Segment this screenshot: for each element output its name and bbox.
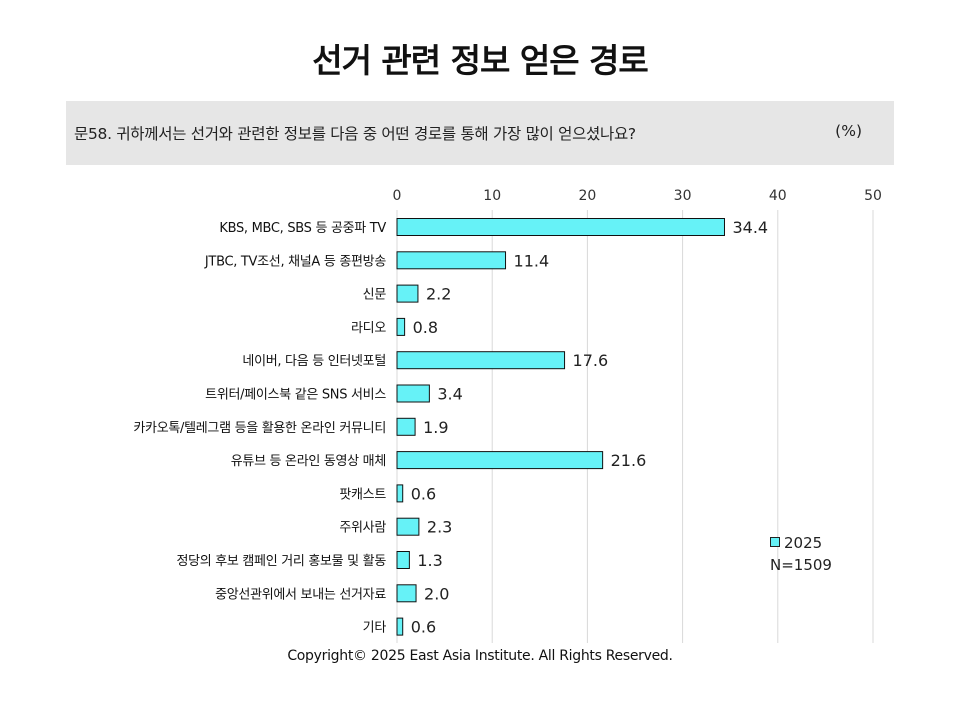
bar xyxy=(396,317,406,336)
bar xyxy=(396,284,419,303)
bar xyxy=(396,517,420,536)
bar xyxy=(396,484,404,503)
data-label: 1.3 xyxy=(417,551,442,570)
sample-size: N=1509 xyxy=(770,556,832,574)
bar xyxy=(396,417,416,436)
category-label: 팟캐스트 xyxy=(339,487,386,502)
category-label: 라디오 xyxy=(351,321,386,336)
data-label: 0.6 xyxy=(411,484,436,503)
category-label: 정당의 후보 캠페인 거리 홍보물 및 활동 xyxy=(176,554,386,569)
bar xyxy=(396,451,604,470)
value-labels: 34.4 11.4 2.2 0.8 17.6 3.4 1.9 21.6 0.6 2.3 1.3 2.0… xyxy=(411,218,768,637)
legend-series-label: 2025 xyxy=(784,534,823,552)
legend: 2025 N=1509 xyxy=(770,532,832,576)
data-label: 2.0 xyxy=(424,584,449,603)
category-label: 신문 xyxy=(363,288,387,303)
category-label: 네이버, 다음 등 인터넷포털 xyxy=(242,354,386,369)
bar xyxy=(396,218,725,236)
bar xyxy=(396,251,507,270)
x-tick-label: 40 xyxy=(769,188,787,204)
bar xyxy=(396,584,417,603)
category-labels: KBS, MBC, SBS 등 공중파 TV JTBC, TV조선, 채널A 등 … xyxy=(133,221,386,636)
data-label: 0.8 xyxy=(413,318,438,337)
chart-title: 선거 관련 정보 얻은 경로 xyxy=(312,41,649,80)
category-label: KBS, MBC, SBS 등 공중파 TV xyxy=(219,221,386,236)
copyright-footer: Copyright© 2025 East Asia Institute. All… xyxy=(287,648,673,664)
x-tick-label: 0 xyxy=(393,188,402,204)
data-label: 1.9 xyxy=(423,418,448,437)
data-label: 17.6 xyxy=(573,351,609,370)
category-label: 유튜브 등 온라인 동영상 매체 xyxy=(231,454,386,469)
bar xyxy=(396,351,566,370)
x-tick-label: 50 xyxy=(864,188,882,204)
unit-label: (%) xyxy=(835,122,862,140)
category-label: 기타 xyxy=(363,621,387,636)
question-box: 문58. 귀하께서는 선거와 관련한 정보를 다음 중 어떤 경로를 통해 가장… xyxy=(66,101,894,165)
data-label: 34.4 xyxy=(732,218,768,237)
x-tick-label: 20 xyxy=(578,188,596,204)
bar xyxy=(396,384,430,403)
bar xyxy=(396,551,410,569)
legend-item: 2025 xyxy=(770,532,832,554)
category-label: 트위터/페이스북 같은 SNS 서비스 xyxy=(205,388,386,403)
x-axis-ticks: 0 10 20 30 40 50 xyxy=(393,188,882,204)
category-label: JTBC, TV조선, 채널A 등 종편방송 xyxy=(204,254,386,269)
legend-swatch xyxy=(770,536,780,547)
data-label: 2.2 xyxy=(426,285,451,304)
data-label: 2.3 xyxy=(427,518,452,537)
gridlines xyxy=(396,210,874,643)
x-tick-label: 10 xyxy=(483,188,501,204)
data-label: 3.4 xyxy=(437,385,462,404)
category-label: 주위사람 xyxy=(339,521,386,536)
bar xyxy=(396,617,404,636)
category-label: 카카오톡/텔레그램 등을 활용한 온라인 커뮤니티 xyxy=(133,421,386,436)
data-label: 0.6 xyxy=(411,618,436,637)
question-text: 문58. 귀하께서는 선거와 관련한 정보를 다음 중 어떤 경로를 통해 가장… xyxy=(74,125,636,143)
data-label: 11.4 xyxy=(514,251,550,270)
category-label: 중앙선관위에서 보내는 선거자료 xyxy=(215,587,386,602)
x-tick-label: 30 xyxy=(674,188,692,204)
bars xyxy=(396,218,725,636)
data-label: 21.6 xyxy=(611,451,647,470)
